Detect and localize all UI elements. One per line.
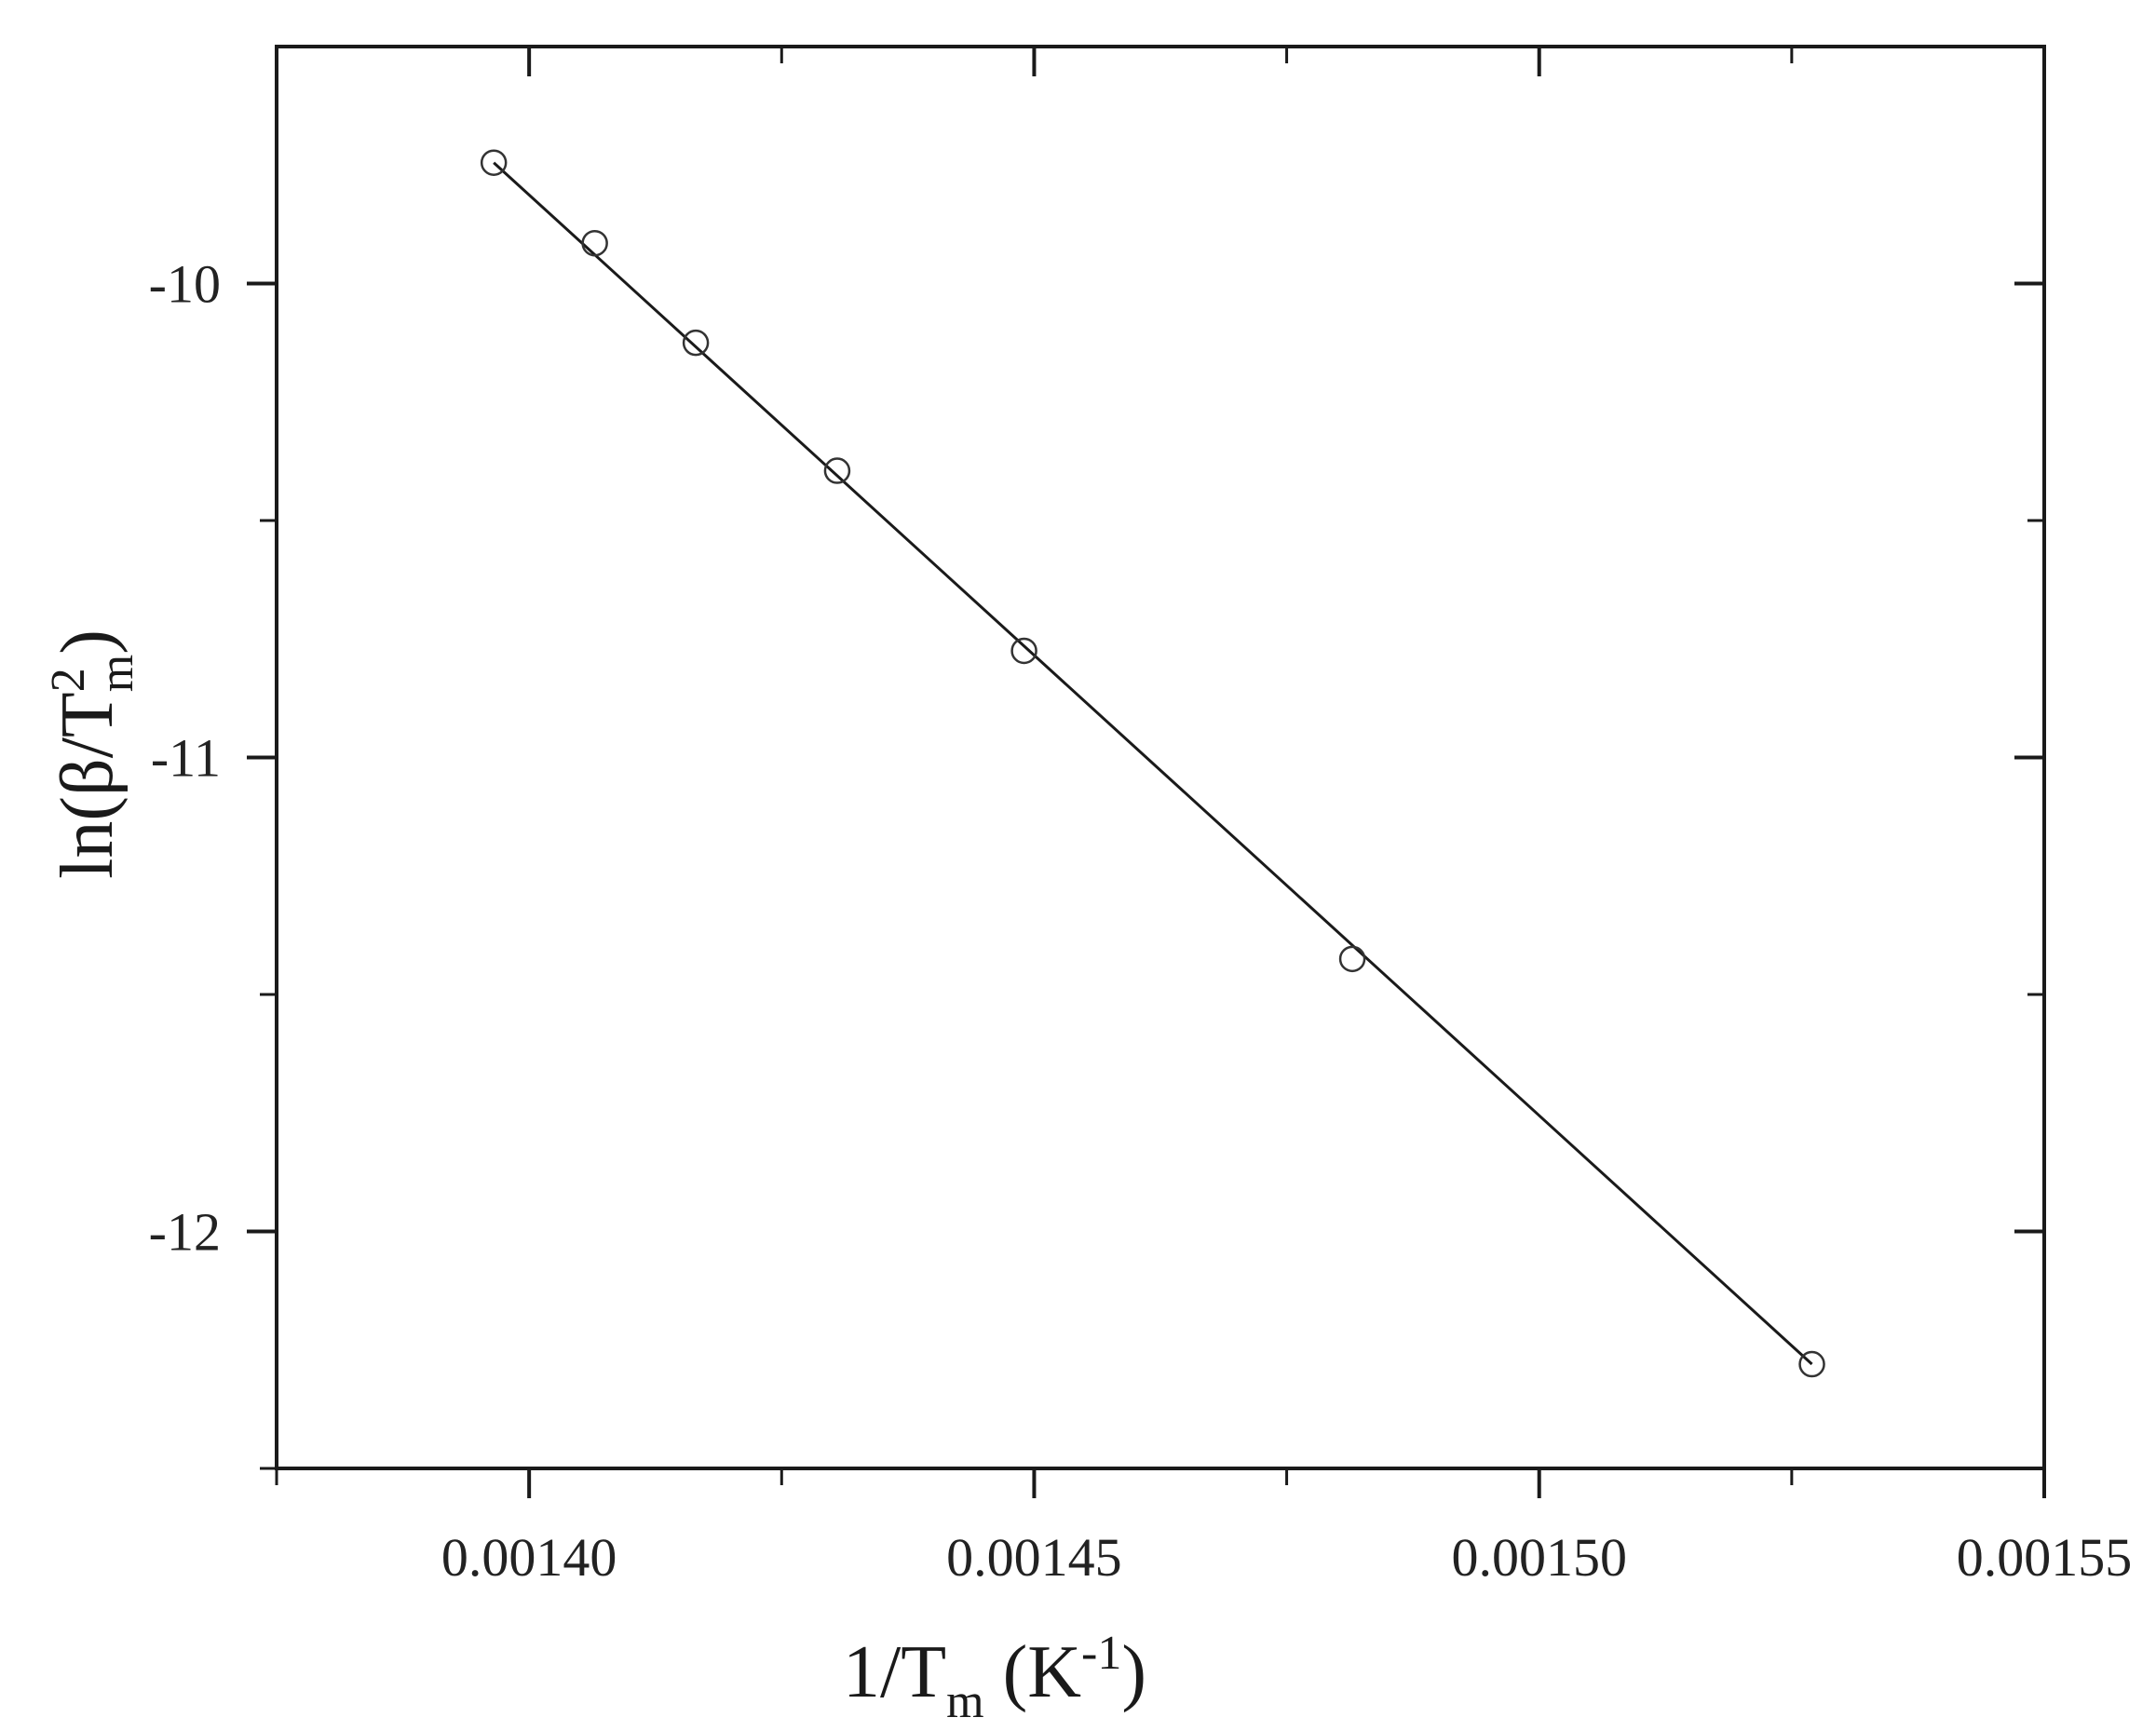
data-point-1 — [581, 229, 608, 257]
data-points — [480, 149, 1825, 1378]
y-axis-title-subscript: m — [90, 655, 143, 692]
x-tick-label-0: 0.00140 — [441, 1527, 617, 1588]
data-point-4 — [1010, 637, 1037, 665]
x-tick-label-1: 0.00145 — [946, 1527, 1122, 1588]
y-axis-title-main: ln(β/T — [47, 692, 129, 879]
x-axis-title-superscript: -1 — [1081, 1627, 1121, 1680]
x-tick-label-3: 0.00155 — [1957, 1527, 2133, 1588]
y-tick-label-1: -11 — [151, 728, 221, 789]
tick-labels: 0.00140 0.00145 0.00150 0.00155 -10 -11 -12 — [149, 254, 2133, 1589]
y-tick-label-0: -10 — [149, 254, 221, 315]
data-point-6 — [1798, 1350, 1825, 1378]
fit-line-layer — [493, 161, 1813, 1366]
data-point-5 — [1338, 945, 1366, 973]
y-tick-label-2: -12 — [149, 1202, 221, 1263]
x-tick-label-2: 0.00150 — [1451, 1527, 1627, 1588]
x-axis-title-unit-close: ) — [1121, 1631, 1146, 1713]
y-axis-title: ln(β/T2m) — [42, 629, 143, 879]
data-point-3 — [823, 457, 851, 484]
y-axis-title-superscript: 2 — [42, 668, 95, 692]
data-point-0 — [480, 149, 508, 176]
data-point-2 — [682, 329, 710, 357]
x-axis-title-subscript: m — [946, 1675, 983, 1728]
x-axis-title-main: 1/T — [843, 1631, 946, 1713]
y-axis-title-close: ) — [47, 629, 129, 655]
plot-frame — [275, 45, 2046, 1470]
fit-line — [493, 161, 1813, 1366]
axis-ticks — [247, 47, 2046, 1498]
x-axis-title: 1/Tm (K-1) — [843, 1627, 1146, 1728]
x-axis-title-unit-open: (K — [984, 1631, 1081, 1713]
axes-frame — [275, 45, 2046, 1470]
